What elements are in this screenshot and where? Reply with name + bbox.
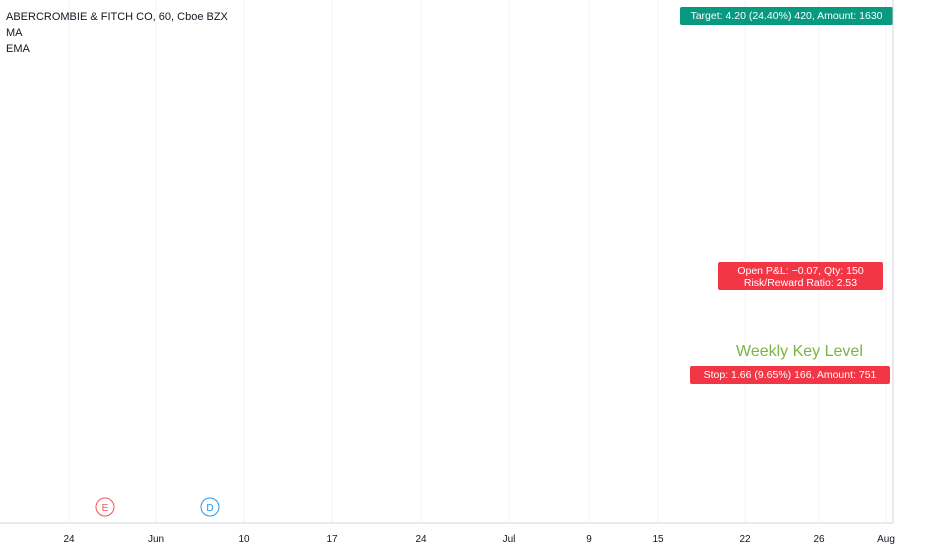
target-label-bg — [680, 7, 893, 25]
position-label-text: Risk/Reward Ratio: 2.53 — [744, 277, 857, 289]
symbol-title: ABERCROMBIE & FITCH CO, 60, Cboe BZX — [6, 11, 228, 23]
event-marker — [95, 497, 115, 517]
position-label-bg — [718, 262, 883, 290]
time-tick: 22 — [739, 534, 751, 545]
time-tick: 15 — [652, 534, 664, 545]
ema-legend: EMA — [6, 43, 30, 55]
event-marker-label: D — [206, 503, 213, 514]
event-marker-label: E — [102, 503, 109, 514]
time-tick: Jun — [148, 534, 164, 545]
time-tick: 24 — [63, 534, 75, 545]
event-marker — [200, 497, 220, 517]
time-tick: 9 — [586, 534, 592, 545]
stop-label-bg — [690, 366, 890, 384]
time-tick: 26 — [813, 534, 825, 545]
weekly-key-level-annotation: Weekly Key Level — [736, 343, 863, 360]
target-label-text: Target: 4.20 (24.40%) 420, Amount: 1630 — [690, 10, 882, 22]
chart-legend: ABERCROMBIE & FITCH CO, 60, Cboe BZX MA … — [6, 9, 228, 57]
position-label-text: Open P&L: −0.07, Qty: 150 — [737, 265, 864, 277]
stop-label-text: Stop: 1.66 (9.65%) 166, Amount: 751 — [704, 369, 877, 381]
time-tick: 24 — [415, 534, 427, 545]
time-tick: 17 — [326, 534, 338, 545]
time-tick: 10 — [238, 534, 250, 545]
ma-legend: MA — [6, 27, 23, 39]
time-tick: Aug — [877, 534, 895, 545]
time-tick: Jul — [503, 534, 516, 545]
grid — [68, 0, 887, 523]
labels: E D Weekly Key Level Target: 4.20 (24.40%) … — [95, 7, 893, 517]
